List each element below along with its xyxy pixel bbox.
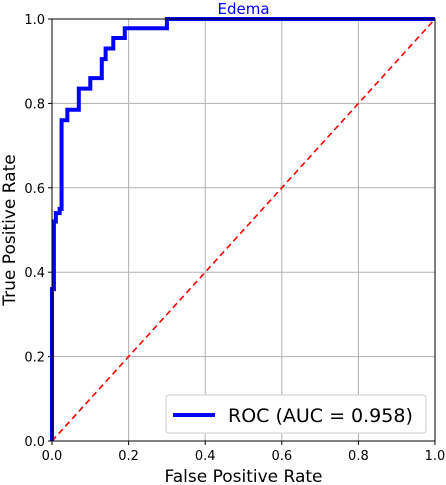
x-tick-label: 0.2 (118, 449, 139, 464)
y-tick-label: 0.8 (24, 97, 45, 112)
roc-curve-line (50, 17, 435, 441)
x-tick-label: 0.6 (271, 449, 292, 464)
plot-frame (51, 18, 436, 442)
x-tick-label: 0.4 (195, 449, 216, 464)
x-tick-label: 1.0 (425, 449, 446, 464)
y-tick-label: 0.2 (24, 351, 45, 366)
legend: ROC (AUC = 0.958) (165, 394, 427, 434)
chart-title: Edema (217, 0, 269, 18)
x-tick-label: 0.8 (348, 449, 369, 464)
legend-label: ROC (AUC = 0.958) (228, 405, 413, 427)
y-tick-label: 0.0 (24, 435, 45, 450)
ticks: 0.0 0.2 0.4 0.6 0.8 1.0 0.0 0.2 0.4 0.6 0.8 1.0 (24, 13, 445, 464)
legend-box (165, 394, 427, 434)
chance-diagonal-line (51, 18, 436, 442)
y-tick-label: 1.0 (24, 13, 45, 28)
y-tick-label: 0.4 (24, 266, 45, 281)
y-tick-label: 0.6 (24, 182, 45, 197)
x-tick-label: 0.0 (42, 449, 63, 464)
y-axis-label: True Positive Rate (0, 154, 20, 306)
x-axis-label: False Positive Rate (165, 467, 323, 485)
series-layer (50, 17, 436, 442)
